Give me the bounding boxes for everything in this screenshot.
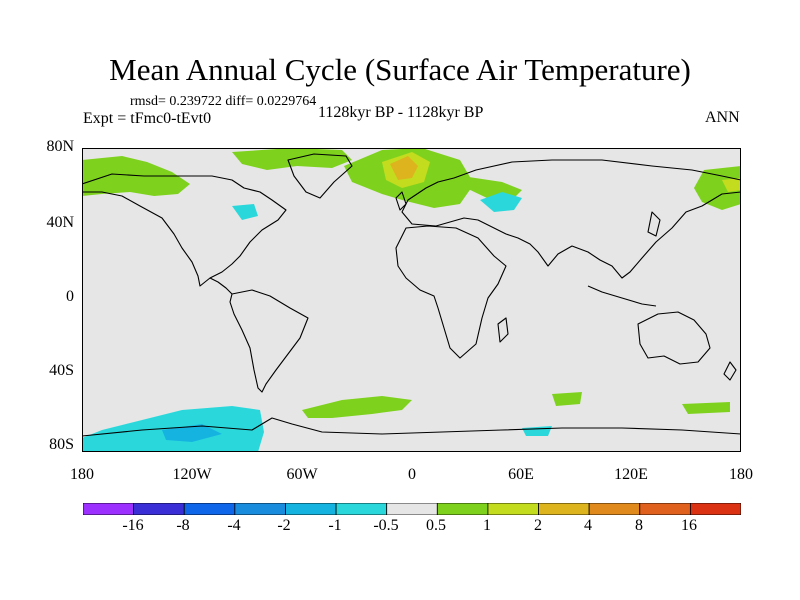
coastline-madagascar	[497, 317, 509, 343]
colorbar-label: -16	[122, 517, 144, 534]
lon-label-120e: 120E	[614, 466, 648, 483]
colorbar-label: -1	[328, 517, 342, 534]
colorbar-swatch	[234, 503, 286, 515]
colorbar-label: -8	[176, 517, 190, 534]
coastline-eurasia	[401, 159, 741, 279]
coastline-australia	[637, 311, 711, 365]
lat-label-40s: 40S	[49, 362, 74, 379]
lon-label-60e: 60E	[508, 466, 534, 483]
coastline-south-america	[229, 289, 309, 393]
colorbar-swatch	[487, 503, 539, 515]
colorbar-label: 4	[584, 517, 592, 534]
colorbar-swatch	[83, 503, 135, 515]
colorbar-label: -0.5	[373, 517, 399, 534]
coastline-greenland	[287, 153, 353, 199]
coastline-british-isles	[395, 191, 407, 211]
colorbar-label: -4	[227, 517, 241, 534]
map-title: Mean Annual Cycle (Surface Air Temperatu…	[109, 52, 691, 87]
lon-label-120w: 120W	[172, 466, 212, 483]
anomaly-southern-ocean-indian	[552, 392, 730, 414]
anomaly-scandinavia-peak	[390, 156, 418, 180]
lon-label-180w: 180	[70, 466, 94, 483]
colorbar-label: 2	[534, 517, 542, 534]
colorbar-label: 16	[681, 517, 697, 534]
anomaly-ross-sea-core	[162, 424, 222, 442]
period-label: 1128kyr BP - 1128kyr BP	[318, 104, 484, 121]
lat-label-80s: 80S	[49, 436, 74, 453]
lat-label-40n: 40N	[46, 214, 74, 231]
colorbar-swatch	[386, 503, 438, 515]
colorbar-swatch	[689, 503, 741, 515]
anomaly-hudson-bay	[232, 204, 258, 220]
coastline-japan	[647, 211, 661, 237]
coastlines	[82, 153, 741, 437]
colorbar-swatch	[588, 503, 641, 515]
colorbar-swatch	[335, 503, 388, 515]
colorbar	[83, 503, 741, 515]
map-frame	[82, 148, 741, 452]
colorbar-swatch	[183, 503, 236, 515]
coastline-antarctica	[82, 417, 741, 437]
coastline-central-america	[209, 277, 233, 295]
colorbar-label: -2	[277, 517, 291, 534]
colorbar-swatch	[639, 503, 691, 515]
lon-label-60w: 60W	[286, 466, 318, 483]
season-label: ANN	[705, 109, 740, 126]
anomaly-caspian-central-asia	[480, 192, 522, 212]
lat-label-eq: 0	[66, 288, 74, 305]
colorbar-label: 8	[635, 517, 643, 534]
coastline-new-zealand	[723, 361, 737, 381]
colorbar-swatch	[133, 503, 185, 515]
colorbar-label: 0.5	[426, 517, 446, 534]
lat-label-80n: 80N	[46, 138, 74, 155]
anomaly-eastern-siberia-core	[722, 178, 741, 192]
colorbar-swatch	[436, 503, 489, 515]
anomaly-southern-ocean-atlantic	[302, 396, 412, 418]
experiment-label: Expt = tFmc0-tEvt0	[83, 110, 212, 127]
lon-label-0: 0	[408, 466, 416, 483]
coastline-north-america	[82, 173, 287, 287]
coastline-indonesia	[587, 285, 657, 307]
lon-label-180e: 180	[729, 466, 753, 483]
world-map	[82, 148, 741, 452]
coastline-africa	[395, 225, 507, 359]
colorbar-swatch	[285, 503, 337, 515]
colorbar-label: 1	[483, 517, 491, 534]
stats-label: rmsd= 0.239722 diff= 0.0229764	[130, 94, 317, 109]
colorbar-swatch	[538, 503, 590, 515]
